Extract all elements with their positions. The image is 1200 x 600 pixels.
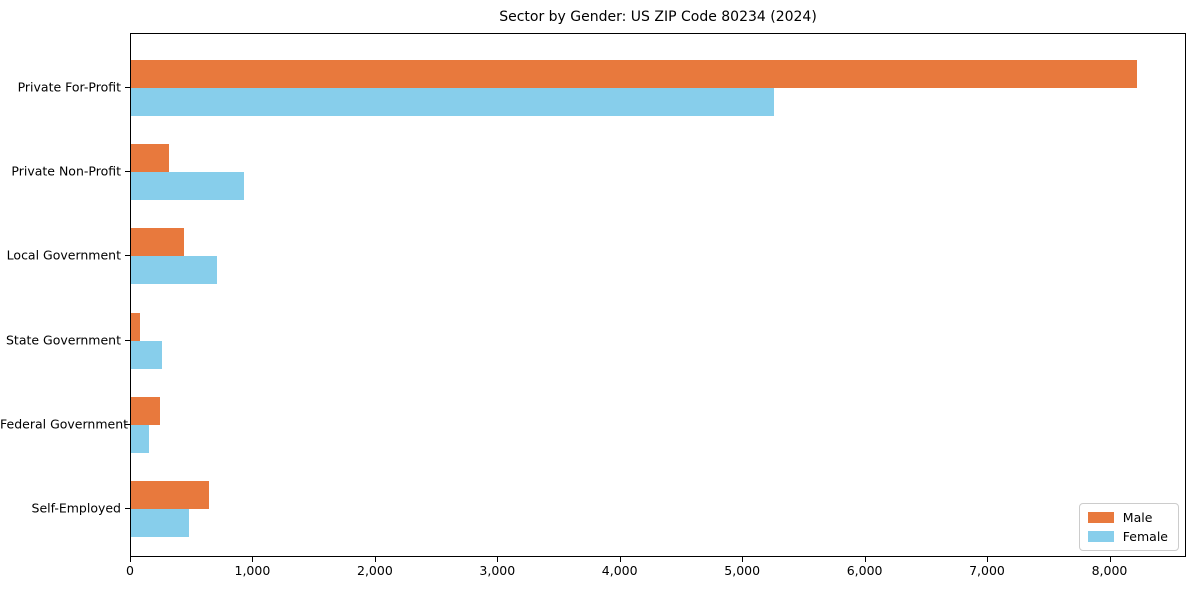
y-tick-label-self-employed: Self-Employed bbox=[31, 500, 121, 516]
y-tick-mark bbox=[125, 339, 130, 341]
x-tick-label-7-000: 7,000 bbox=[969, 563, 1005, 578]
bar-male-private-for-profit bbox=[131, 60, 1138, 88]
bar-female-local-government bbox=[131, 256, 217, 285]
legend-swatch-male bbox=[1087, 512, 1114, 523]
y-tick-mark bbox=[125, 171, 130, 173]
legend: Male Female bbox=[1078, 503, 1179, 551]
x-tick-label-5-000: 5,000 bbox=[724, 563, 761, 578]
y-tick-label-state-government: State Government bbox=[5, 332, 121, 348]
x-tick-mark bbox=[987, 557, 988, 562]
chart-title: Sector by Gender: US ZIP Code 80234 (202… bbox=[499, 9, 817, 25]
bar-male-local-government bbox=[131, 228, 184, 257]
bar-female-private-non-profit bbox=[131, 172, 245, 201]
bar-male-private-non-profit bbox=[131, 144, 169, 173]
legend-item-male: Male bbox=[1087, 510, 1168, 525]
x-tick-mark bbox=[252, 557, 254, 562]
x-tick-label-8-000: 8,000 bbox=[1091, 563, 1128, 578]
legend-label-female: Female bbox=[1122, 529, 1168, 544]
y-tick-label-private-for-profit: Private For-Profit bbox=[17, 79, 121, 95]
y-tick-label-private-non-profit: Private Non-Profit bbox=[11, 163, 121, 179]
bar-male-state-government bbox=[131, 312, 141, 341]
bar-female-private-for-profit bbox=[131, 88, 775, 116]
y-tick-mark bbox=[125, 423, 130, 425]
x-tick-label-6-000: 6,000 bbox=[846, 563, 883, 578]
y-tick-label-local-government: Local Government bbox=[6, 247, 121, 263]
bar-male-federal-government bbox=[131, 396, 161, 425]
bar-male-self-employed bbox=[131, 481, 210, 509]
x-tick-mark bbox=[619, 557, 621, 562]
plot-area: Male Female bbox=[130, 33, 1186, 557]
y-tick-label-federal-government: Federal Government bbox=[0, 416, 129, 432]
y-tick-mark bbox=[125, 87, 130, 88]
x-tick-mark bbox=[130, 557, 131, 562]
legend-item-female: Female bbox=[1087, 529, 1168, 544]
x-tick-mark bbox=[742, 557, 744, 562]
x-tick-label-0: 0 bbox=[126, 563, 134, 578]
y-tick-mark bbox=[125, 508, 130, 509]
bar-female-federal-government bbox=[131, 424, 149, 453]
bar-female-state-government bbox=[131, 340, 163, 369]
x-tick-mark bbox=[497, 557, 499, 562]
x-tick-mark bbox=[374, 557, 376, 562]
x-tick-label-3-000: 3,000 bbox=[479, 563, 516, 578]
x-tick-label-4-000: 4,000 bbox=[601, 563, 638, 578]
y-tick-mark bbox=[125, 255, 130, 257]
x-tick-mark bbox=[1109, 557, 1111, 562]
legend-label-male: Male bbox=[1122, 510, 1153, 525]
legend-swatch-female bbox=[1087, 531, 1114, 542]
x-tick-label-2-000: 2,000 bbox=[356, 563, 393, 578]
bar-female-self-employed bbox=[131, 509, 189, 537]
x-tick-label-1-000: 1,000 bbox=[234, 563, 271, 578]
x-tick-mark bbox=[864, 557, 866, 562]
